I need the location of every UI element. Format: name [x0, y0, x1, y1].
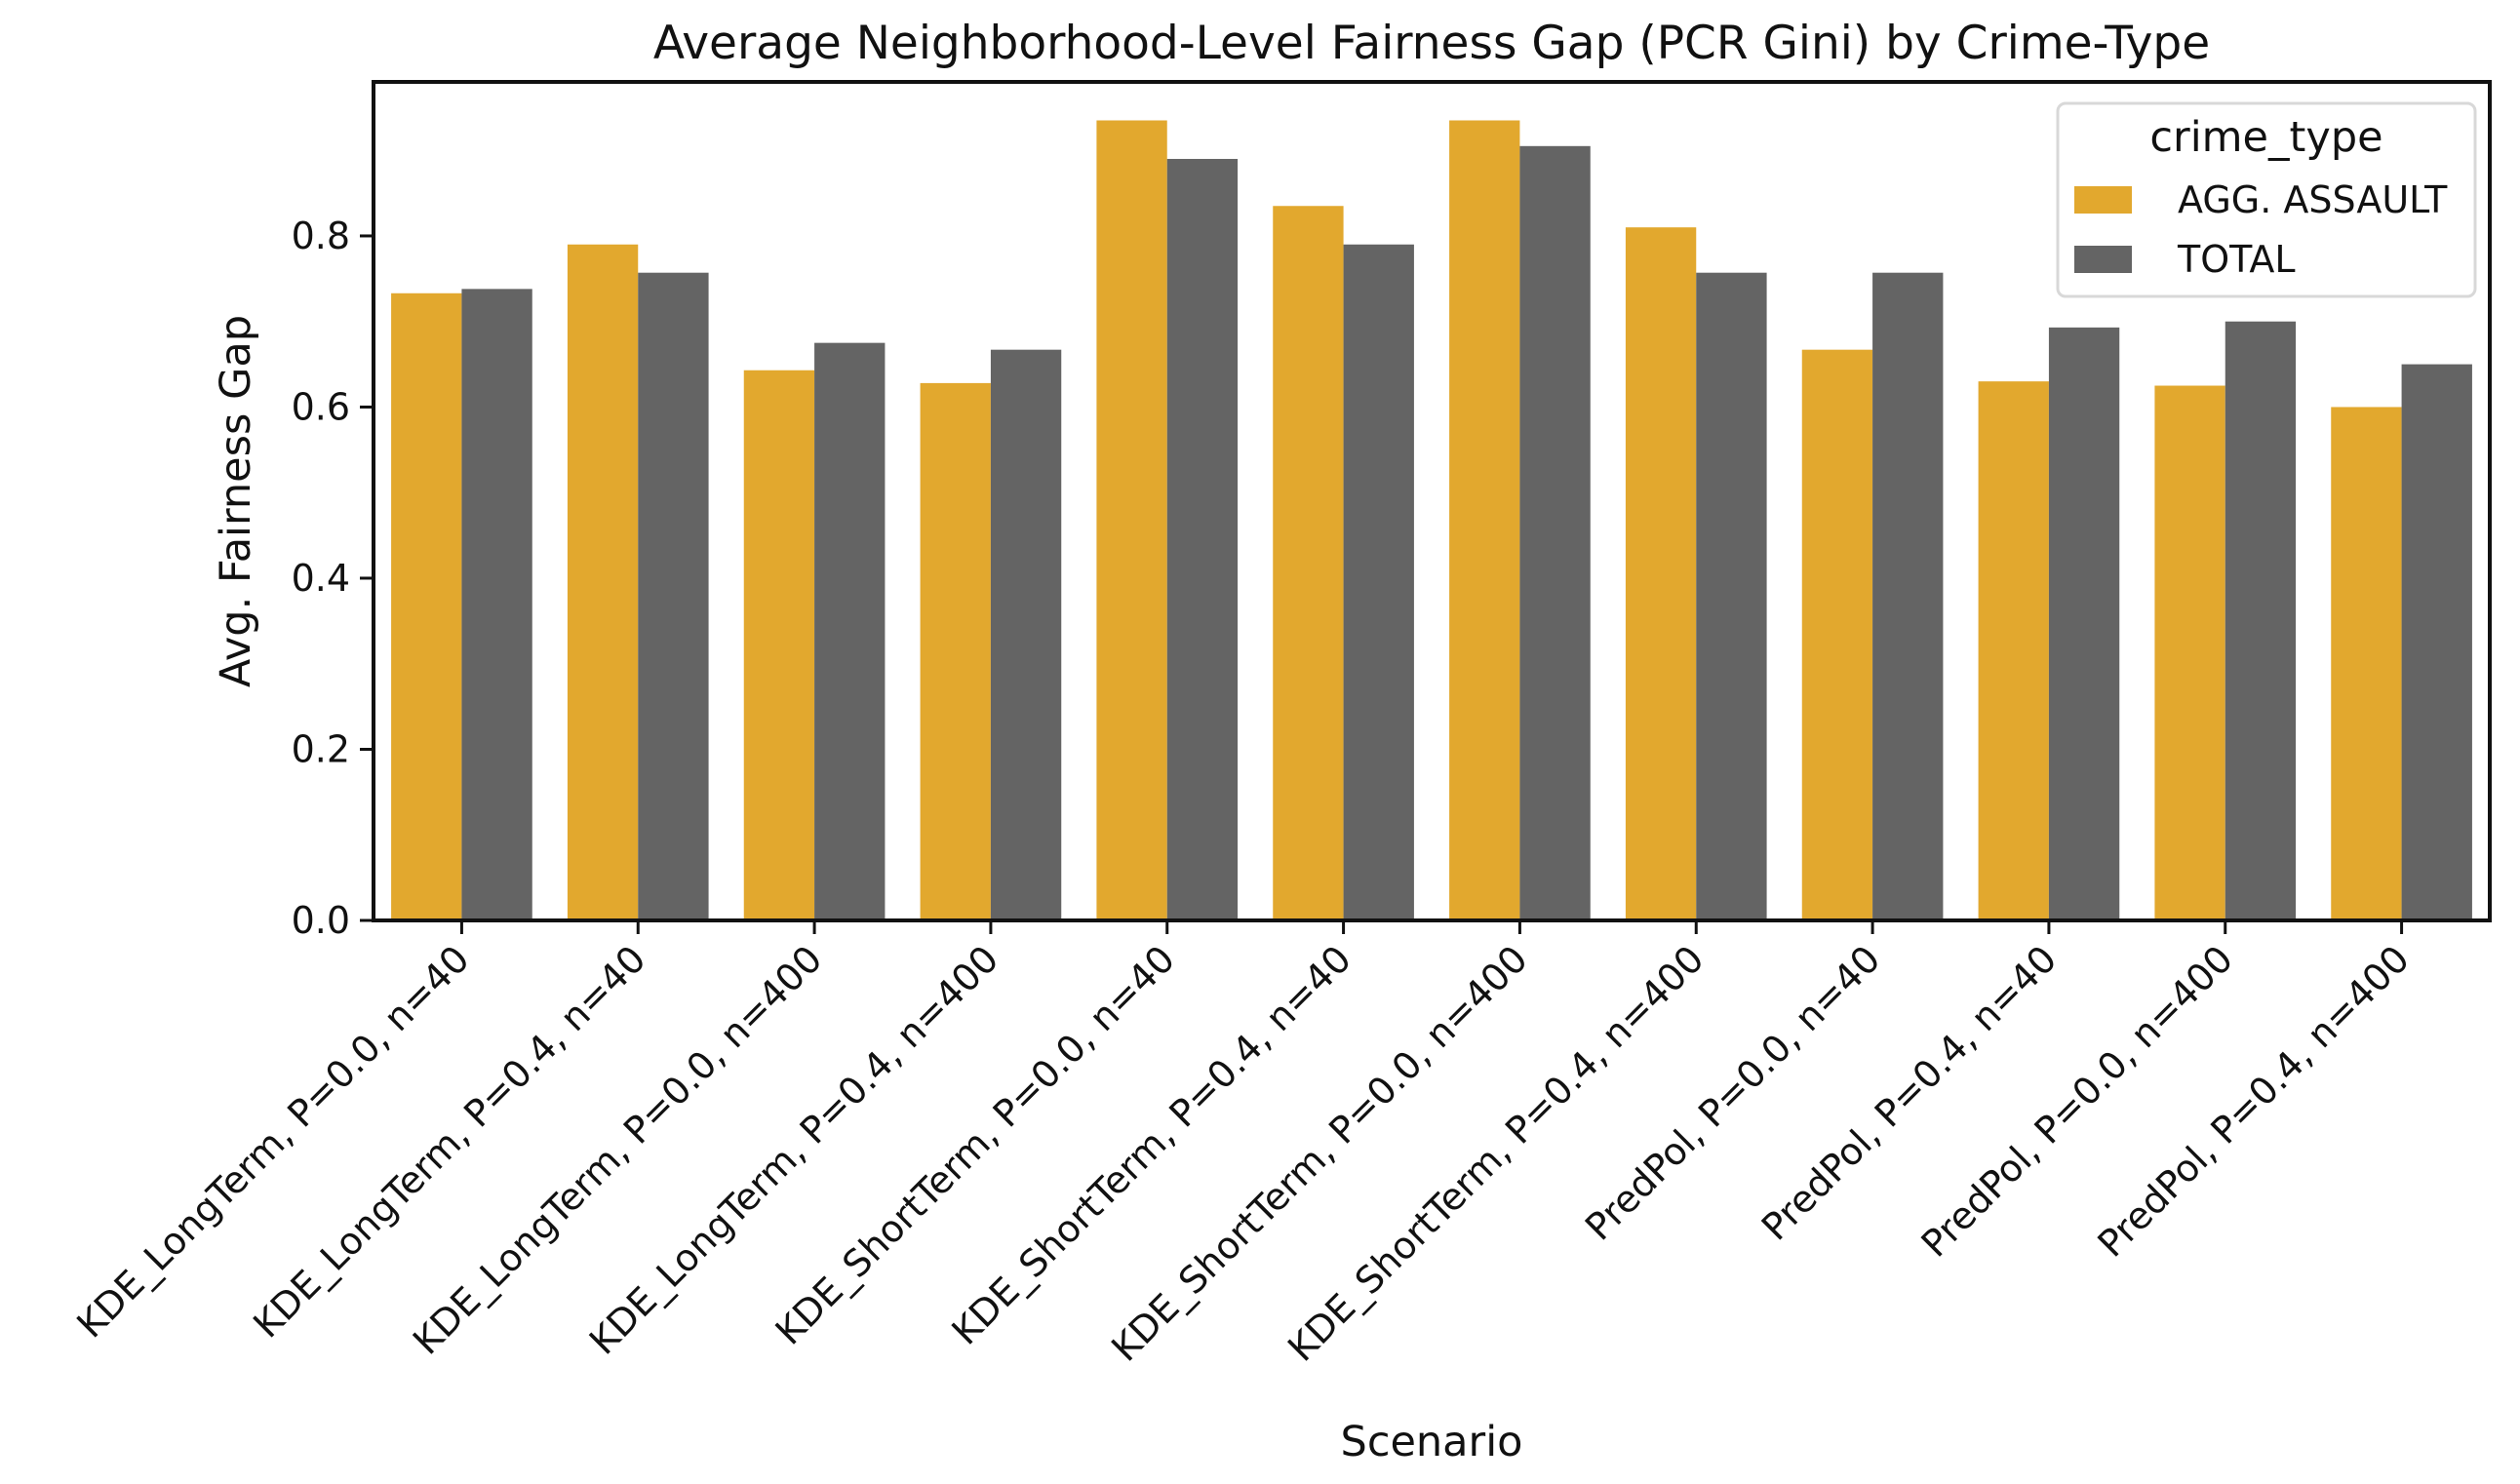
bar-agg-assault-8 — [1625, 227, 1697, 921]
bar-total-11 — [2225, 321, 2297, 920]
bar-total-4 — [990, 349, 1062, 920]
bar-total-1 — [461, 289, 532, 921]
y-tick-label: 0.2 — [292, 727, 350, 770]
y-tick-label: 0.0 — [292, 899, 350, 942]
y-tick-label: 0.8 — [292, 215, 350, 257]
bar-total-5 — [1166, 158, 1239, 920]
bar-total-7 — [1519, 145, 1591, 920]
bar-agg-assault-10 — [1978, 381, 2049, 921]
bar-agg-assault-5 — [1096, 120, 1167, 920]
bar-total-9 — [1872, 272, 1944, 921]
bar-agg-assault-11 — [2154, 385, 2225, 920]
x-tick-label: PredPol, P=0.0, n=40 — [1577, 937, 1888, 1248]
x-tick-label: PredPol, P=0.4, n=400 — [2089, 937, 2417, 1265]
y-tick-label: 0.6 — [292, 385, 350, 428]
bar-agg-assault-1 — [391, 293, 462, 920]
bar-agg-assault-9 — [1801, 349, 1873, 920]
y-tick-label: 0.4 — [292, 557, 350, 600]
y-axis: 0.0 0.2 0.4 0.6 0.8 — [292, 215, 374, 942]
bars-layer — [391, 120, 2472, 921]
bar-agg-assault-4 — [920, 382, 991, 920]
legend: crime_type AGG. ASSAULT TOTAL — [2056, 101, 2477, 298]
chart-title: Average Neighborhood-Level Fairness Gap … — [653, 17, 2210, 70]
x-tick-label: PredPol, P=0.0, n=400 — [1913, 937, 2241, 1265]
bar-agg-assault-12 — [2331, 407, 2402, 921]
bar-total-3 — [814, 342, 886, 920]
legend-swatch-agg-assault — [2074, 186, 2132, 214]
legend-label-total: TOTAL — [2177, 238, 2296, 281]
bar-total-8 — [1696, 272, 1767, 921]
bar-agg-assault-2 — [567, 244, 639, 921]
legend-swatch-total — [2074, 246, 2132, 273]
bar-agg-assault-7 — [1449, 120, 1520, 920]
bar-total-10 — [2048, 327, 2120, 920]
bar-total-2 — [638, 272, 709, 921]
legend-label-agg-assault: AGG. ASSAULT — [2178, 178, 2448, 221]
legend-title: crime_type — [2149, 113, 2382, 162]
bar-total-6 — [1343, 244, 1414, 921]
bar-total-12 — [2401, 364, 2472, 921]
x-tick-label: PredPol, P=0.4, n=40 — [1753, 937, 2065, 1248]
bar-agg-assault-6 — [1273, 206, 1344, 921]
legend-box — [2056, 101, 2477, 298]
plot-frame — [372, 80, 2492, 922]
y-axis-title: Avg. Fairness Gap — [212, 315, 260, 687]
x-axis-title: Scenario — [1341, 1418, 1523, 1466]
x-tick-label: KDE_LongTerm, P=0.4, n=40 — [245, 937, 653, 1346]
bar-agg-assault-3 — [743, 370, 815, 920]
x-tick-label: KDE_LongTerm, P=0.0, n=40 — [68, 937, 477, 1346]
